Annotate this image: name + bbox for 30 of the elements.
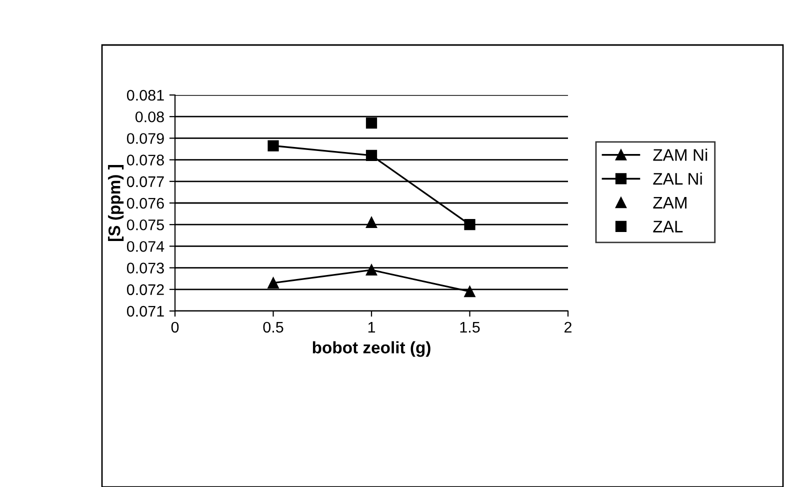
x-tick-label: 0.5 xyxy=(263,322,284,333)
y-tick-label: 0.079 xyxy=(126,133,164,144)
y-tick-label: 0.073 xyxy=(126,262,164,274)
y-tick-label: 0.08 xyxy=(135,111,164,122)
x-tick-label: 0 xyxy=(171,322,179,333)
x-tick-label: 2 xyxy=(564,322,572,332)
point xyxy=(268,140,279,152)
y-tick-label: 0.078 xyxy=(126,154,164,166)
y-tick-label: 0.071 xyxy=(126,306,164,317)
y-tick-label: 0.072 xyxy=(126,284,164,296)
y-tick-label: 0.077 xyxy=(126,176,164,188)
x-tick-label: 1 xyxy=(368,322,376,332)
legend-label: ZAM Ni xyxy=(653,148,708,161)
y-tick-label: 0.075 xyxy=(126,219,164,230)
y-tick-label: 0.076 xyxy=(126,198,164,209)
point xyxy=(366,118,378,129)
point xyxy=(464,219,476,230)
legend-label: ZAM xyxy=(653,196,686,208)
y-tick-label: 0.074 xyxy=(126,241,164,252)
point xyxy=(366,264,378,276)
point xyxy=(464,286,476,298)
x-tick-label: 1.5 xyxy=(460,322,480,333)
legend-label: ZAL xyxy=(653,220,683,232)
point xyxy=(268,277,279,288)
point xyxy=(366,216,378,228)
y-tick-label: 0.081 xyxy=(126,90,164,101)
point xyxy=(366,150,378,162)
y-axis-title: [S (ppm) ] xyxy=(108,165,124,241)
x-axis-title: bobot zeolit (g) xyxy=(312,341,430,357)
legend-label: ZAL Ni xyxy=(653,172,702,185)
